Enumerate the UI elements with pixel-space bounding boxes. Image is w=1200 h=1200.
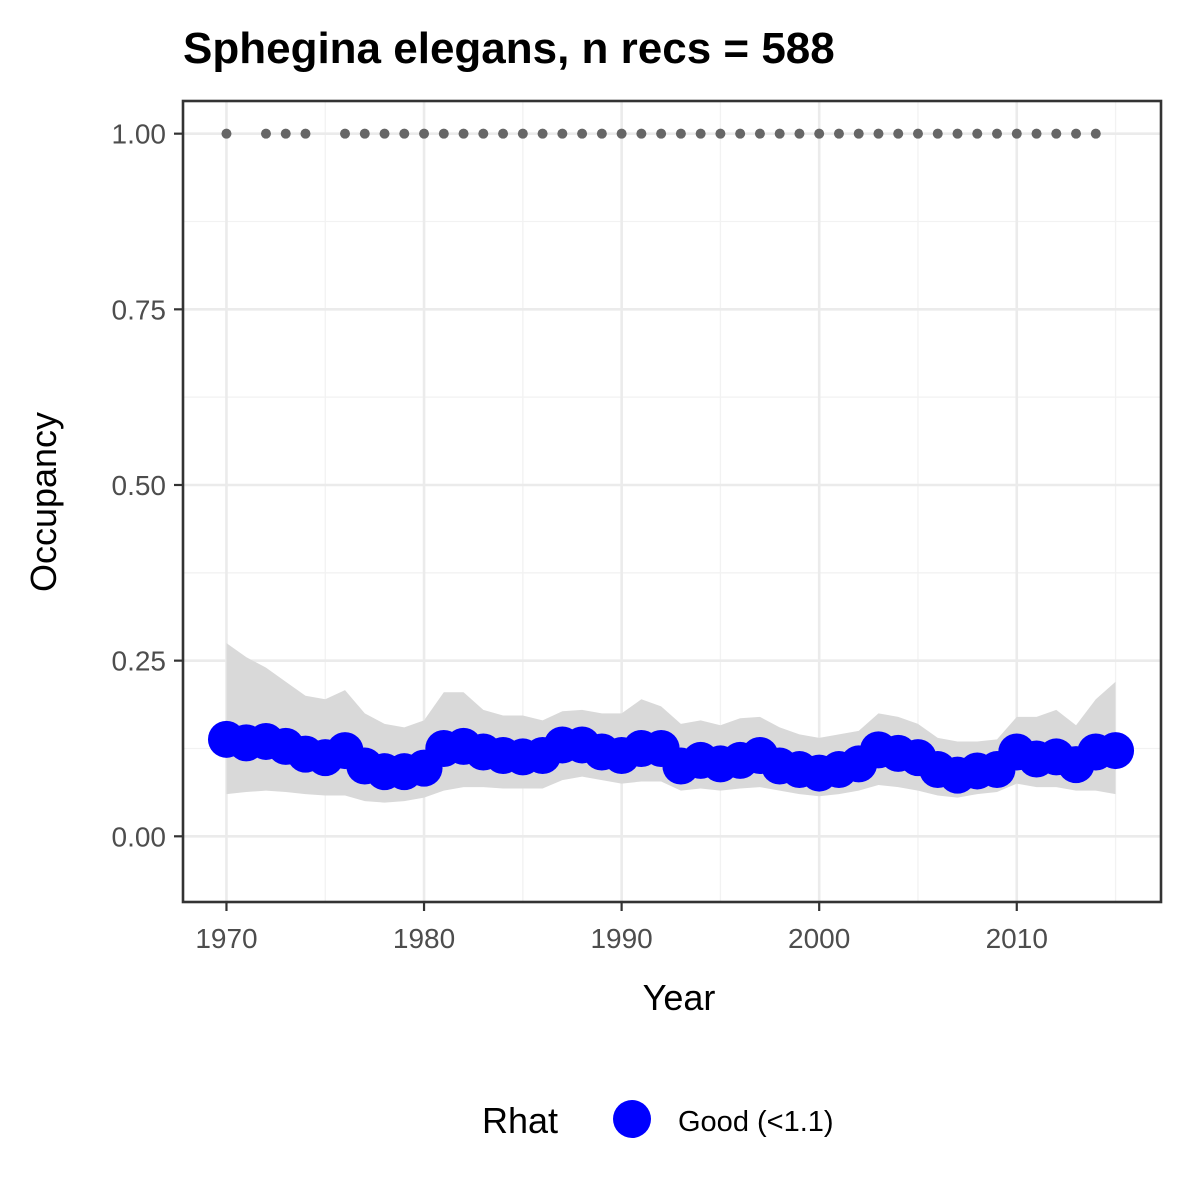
detection-point [636,128,647,139]
detection-point [399,128,410,139]
detection-point [695,128,706,139]
detection-point [952,128,963,139]
detection-point [675,128,686,139]
plot-border [181,99,1163,904]
detection-point [853,128,864,139]
detection-point [912,128,923,139]
y-tick-label: 0.75 [112,294,167,325]
detection-point [616,128,627,139]
detection-point [1071,128,1082,139]
occupancy-points [207,720,1135,794]
y-axis-title: Occupancy [23,412,64,592]
x-tick-label: 2010 [986,923,1048,954]
legend-key-good [613,1100,651,1138]
detection-point [577,128,588,139]
detection-point [814,128,825,139]
detection-point [774,128,785,139]
detection-point [498,128,509,139]
detection-point [735,128,746,139]
x-tick-label: 1990 [590,923,652,954]
detection-point [972,128,983,139]
x-tick-label: 1980 [393,923,455,954]
detection-point [260,128,271,139]
x-tick-label: 1970 [195,923,257,954]
legend-title: Rhat [482,1100,558,1141]
axis-ticks: 1970 1980 1990 2000 2010 0.00 0.25 0.50 0.75 1.00 [112,119,1048,954]
detection-point [379,128,390,139]
detection-point [656,128,667,139]
detection-point [1051,128,1062,139]
y-tick-label: 0.00 [112,821,167,852]
detection-point [596,128,607,139]
x-tick-label: 2000 [788,923,850,954]
detection-point [833,128,844,139]
detection-point [1090,128,1101,139]
detection-point [340,128,351,139]
detection-point [794,128,805,139]
detection-point [873,128,884,139]
legend: Rhat Good (<1.1) [482,1100,834,1141]
detection-point [478,128,489,139]
detection-point [754,128,765,139]
chart-title: Sphegina elegans, n recs = 588 [183,24,835,73]
y-tick-label: 0.50 [112,470,167,501]
detection-point [1031,128,1042,139]
detection-point [280,128,291,139]
detection-points [221,128,1101,139]
x-axis-title: Year [643,977,716,1018]
detection-point [932,128,943,139]
detection-point [419,128,430,139]
detection-point [300,128,311,139]
detection-point [537,128,548,139]
occupancy-point [1097,732,1135,770]
detection-point [992,128,1003,139]
detection-point [715,128,726,139]
detection-point [517,128,528,139]
detection-point [221,128,232,139]
legend-label-good: Good (<1.1) [678,1106,834,1138]
detection-point [557,128,568,139]
y-tick-label: 0.25 [112,646,167,677]
detection-point [438,128,449,139]
detection-point [359,128,370,139]
detection-point [893,128,904,139]
y-tick-label: 1.00 [112,119,167,150]
detection-point [458,128,469,139]
detection-point [1011,128,1022,139]
